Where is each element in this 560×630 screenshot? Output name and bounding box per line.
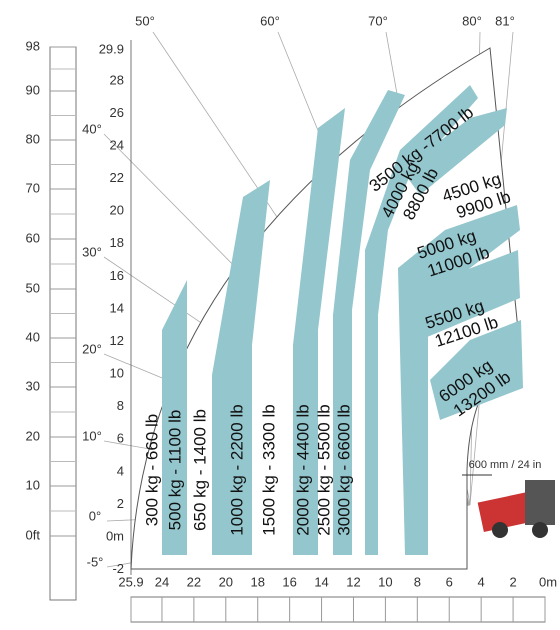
- angle-label: 0°: [89, 508, 101, 523]
- reach-tick: 10: [378, 574, 392, 589]
- load-label: 2000 kg - 4400 lb: [293, 404, 312, 535]
- height-tick: 12: [110, 333, 124, 348]
- load-label: 1500 kg - 3300 lb: [259, 404, 278, 535]
- load-label: 2500 kg - 5500 lb: [314, 404, 333, 535]
- feet-tick: 90: [26, 82, 40, 97]
- angle-label: 70°: [368, 13, 388, 28]
- angle-label: 81°: [495, 13, 515, 28]
- reach-tick: 6: [446, 574, 453, 589]
- reach-tick: 14: [314, 574, 328, 589]
- height-tick: -2: [112, 561, 124, 576]
- height-tick: 4: [117, 463, 124, 478]
- angle-label: 60°: [260, 13, 280, 28]
- height-tick: 16: [110, 268, 124, 283]
- height-tick: 8: [117, 398, 124, 413]
- reach-tick: 8: [414, 574, 421, 589]
- reach-tick: 2: [509, 574, 516, 589]
- load-label: 300 kg - 660 lb: [142, 414, 161, 526]
- angle-label: 10°: [82, 428, 102, 443]
- reach-tick: 4: [478, 574, 485, 589]
- angle-label: 50°: [135, 13, 155, 28]
- height-tick: 28: [110, 72, 124, 87]
- height-tick: 2: [117, 496, 124, 511]
- feet-tick: 98: [26, 38, 40, 53]
- feet-tick: 0ft: [26, 527, 41, 542]
- feet-tick: 60: [26, 230, 40, 245]
- angle-label: 80°: [462, 13, 482, 28]
- reach-tick: 18: [250, 574, 264, 589]
- reach-tick: 16: [282, 574, 296, 589]
- height-tick: 29.9: [99, 41, 124, 56]
- height-tick: 6: [117, 431, 124, 446]
- feet-tick: 70: [26, 180, 40, 195]
- load-zones: [162, 85, 523, 555]
- feet-column: [49, 46, 77, 601]
- reach-tick: 12: [346, 574, 360, 589]
- height-tick: 0m: [106, 528, 124, 543]
- height-tick: 22: [110, 170, 124, 185]
- reach-tick: 22: [187, 574, 201, 589]
- angle-label: 30°: [82, 244, 102, 259]
- height-tick: 14: [110, 300, 124, 315]
- height-tick: 24: [110, 137, 124, 152]
- angle-label: -5°: [87, 554, 104, 569]
- reach-tick: 25.9: [118, 574, 143, 589]
- feet-tick: 30: [26, 378, 40, 393]
- reach-tick: 24: [155, 574, 169, 589]
- load-label: 3000 kg - 6600 lb: [334, 404, 353, 535]
- reach-tick: 20: [219, 574, 233, 589]
- feet-tick: 20: [26, 428, 40, 443]
- angle-label: 20°: [82, 341, 102, 356]
- reach-row: [130, 596, 546, 623]
- height-tick: 18: [110, 235, 124, 250]
- height-tick: 26: [110, 105, 124, 120]
- feet-tick: 40: [26, 329, 40, 344]
- clearance-label: 600 mm / 24 in: [469, 459, 542, 471]
- feet-tick: 10: [26, 477, 40, 492]
- feet-tick: 50: [26, 280, 40, 295]
- load-label: 650 kg - 1400 lb: [190, 409, 209, 531]
- height-tick: 10: [110, 366, 124, 381]
- load-label: 1000 kg - 2200 lb: [227, 404, 246, 535]
- feet-tick: 80: [26, 131, 40, 146]
- load-label: 500 kg - 1100 lb: [165, 410, 184, 531]
- height-tick: 20: [110, 203, 124, 218]
- angle-label: 40°: [82, 121, 102, 136]
- reach-tick: 0m: [539, 574, 557, 589]
- machine: [477, 480, 555, 538]
